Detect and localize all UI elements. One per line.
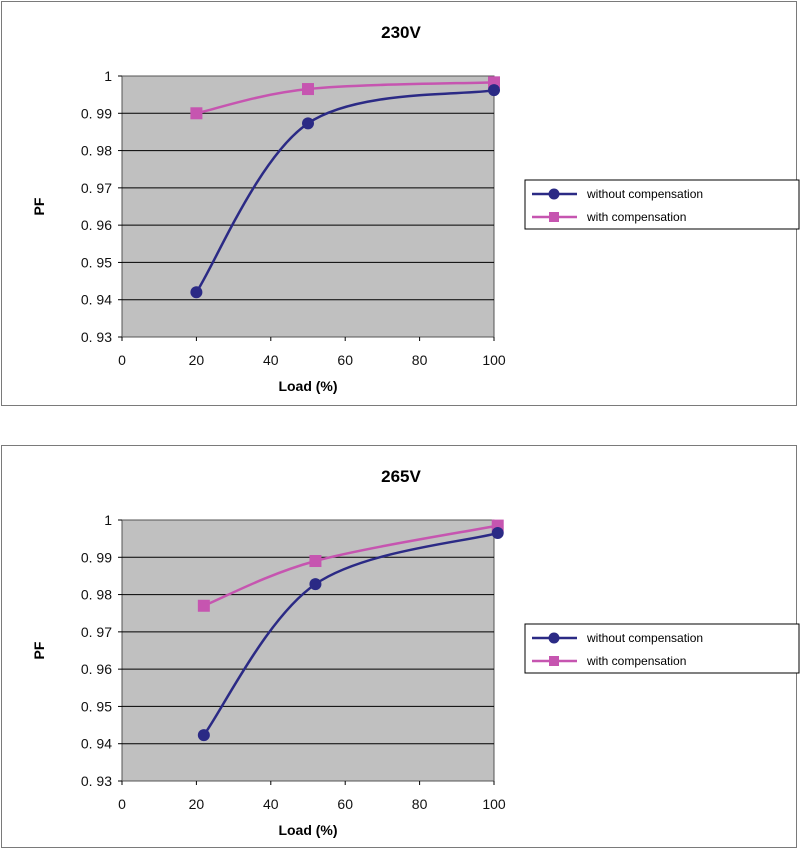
x-tick-label: 20	[189, 352, 205, 368]
data-point	[302, 83, 314, 96]
y-tick-label: 0. 94	[81, 292, 112, 308]
legend-marker	[549, 212, 559, 222]
y-tick-label: 0. 93	[81, 773, 112, 789]
x-tick-label: 100	[482, 796, 506, 812]
plot-area	[121, 75, 495, 338]
data-point	[197, 599, 210, 612]
y-tick-label: 0. 98	[81, 143, 112, 159]
chart-265v: 265V 0. 93 0. 94 0. 95 0. 96 0. 97 0. 98 0. 99 1…	[31, 467, 800, 838]
x-tick-label: 80	[412, 352, 428, 368]
x-tick-label: 40	[263, 796, 279, 812]
legend: without compensation with compensation	[524, 623, 800, 674]
chart-title: 230V	[381, 23, 421, 42]
legend-box	[524, 179, 800, 230]
data-point	[197, 729, 210, 742]
y-tick-label: 1	[104, 68, 112, 84]
chart-panel-230v: 230V 0. 93 0. 94 0. 95 0. 96 0. 97 0. 98 0. 99 1…	[1, 1, 800, 406]
x-axis-label: Load (%)	[278, 378, 337, 394]
chart-panel-265v: 265V 0. 93 0. 94 0. 95 0. 96 0. 97 0. 98 0. 99 1…	[1, 445, 800, 848]
legend-entry: without compensation	[586, 631, 703, 645]
legend: without compensation with compensation	[524, 179, 800, 230]
data-point	[309, 578, 322, 591]
y-tick-label: 0. 98	[81, 587, 112, 603]
x-tick-label: 60	[337, 796, 353, 812]
legend-box	[524, 623, 800, 674]
y-tick-label: 0. 99	[81, 549, 112, 565]
y-tick-label: 0. 96	[81, 217, 112, 233]
data-point	[491, 527, 504, 540]
y-tick-label: 0. 94	[81, 736, 112, 752]
data-point	[190, 286, 203, 299]
y-tick-label: 0. 96	[81, 661, 112, 677]
chart-230v: 230V 0. 93 0. 94 0. 95 0. 96 0. 97 0. 98 0. 99 1…	[31, 23, 800, 394]
y-tick-label: 1	[104, 512, 112, 528]
x-axis-label: Load (%)	[278, 822, 337, 838]
legend-marker	[549, 656, 559, 666]
x-tick-label: 20	[189, 796, 205, 812]
data-point	[488, 84, 500, 97]
x-tick-label: 80	[412, 796, 428, 812]
plot-area	[121, 519, 495, 782]
y-tick-label: 0. 99	[81, 105, 112, 121]
y-axis-label: PF	[31, 641, 47, 659]
y-tick-label: 0. 93	[81, 329, 112, 345]
legend-entry: without compensation	[586, 187, 703, 201]
data-point	[190, 107, 203, 120]
x-tick-label: 100	[482, 352, 506, 368]
chart-title: 265V	[381, 467, 421, 486]
y-tick-label: 0. 95	[81, 698, 112, 714]
y-tick-label: 0. 95	[81, 254, 112, 270]
data-point	[309, 555, 322, 568]
x-tick-label: 40	[263, 352, 279, 368]
y-tick-label: 0. 97	[81, 180, 112, 196]
data-point	[302, 117, 314, 130]
legend-marker	[548, 632, 560, 644]
x-tick-label: 0	[118, 352, 126, 368]
y-axis-label: PF	[31, 197, 47, 215]
y-tick-label: 0. 97	[81, 624, 112, 640]
legend-entry: with compensation	[586, 210, 686, 224]
legend-marker	[548, 188, 560, 200]
legend-entry: with compensation	[586, 654, 686, 668]
x-tick-label: 0	[118, 796, 126, 812]
x-tick-label: 60	[337, 352, 353, 368]
